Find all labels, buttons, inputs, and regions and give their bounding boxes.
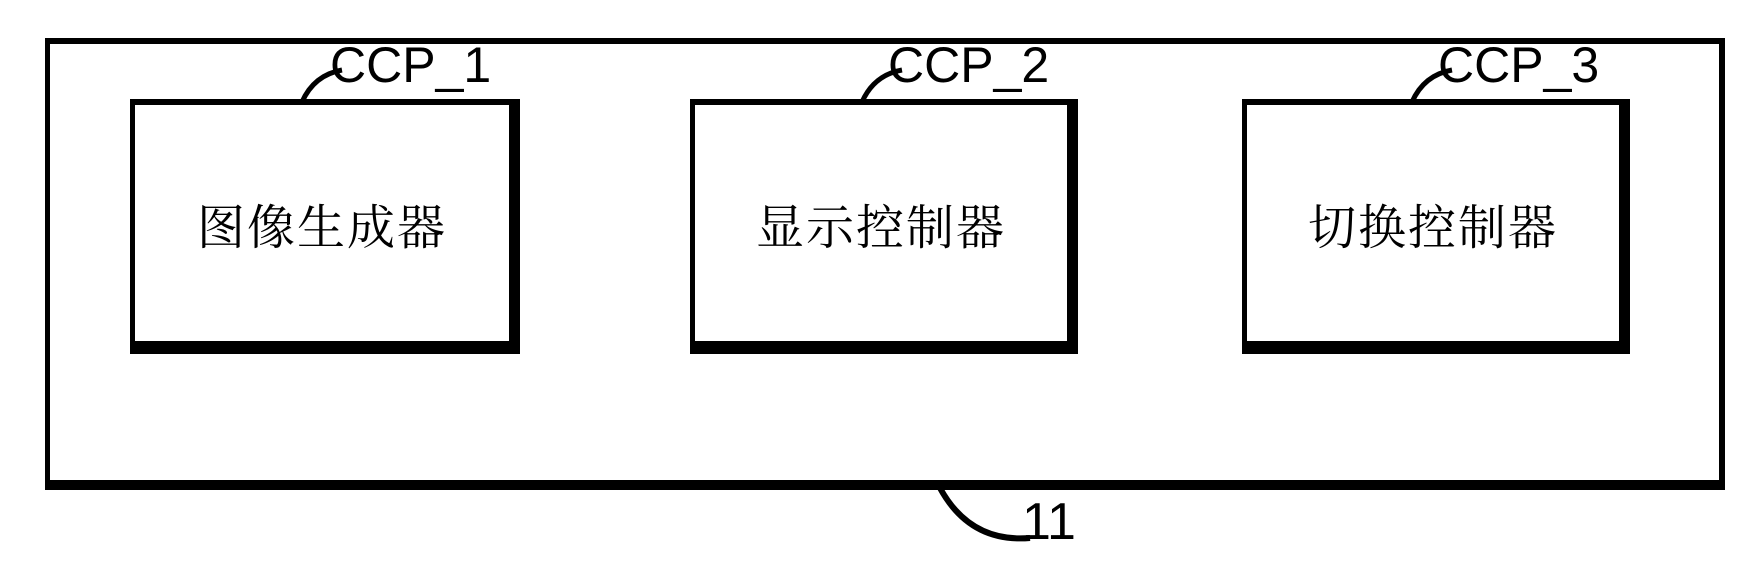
block-switch-controller-text: 切换控制器 [1308, 189, 1558, 258]
callout-ccp1 [302, 70, 342, 106]
label-outer: 11 [1022, 492, 1076, 552]
block-image-generator-text: 图像生成器 [197, 189, 447, 258]
block-display-controller: 显示控制器 [690, 99, 1078, 354]
block-image-generator: 图像生成器 [130, 99, 520, 354]
block-switch-controller: 切换控制器 [1242, 99, 1630, 354]
label-ccp1: CCP_1 [330, 36, 491, 94]
label-ccp2: CCP_2 [888, 36, 1049, 94]
block-display-controller-text: 显示控制器 [756, 189, 1006, 258]
callout-outer [940, 488, 1030, 548]
callout-ccp3 [1412, 70, 1452, 106]
label-ccp3: CCP_3 [1438, 36, 1599, 94]
callout-ccp2 [862, 70, 902, 106]
